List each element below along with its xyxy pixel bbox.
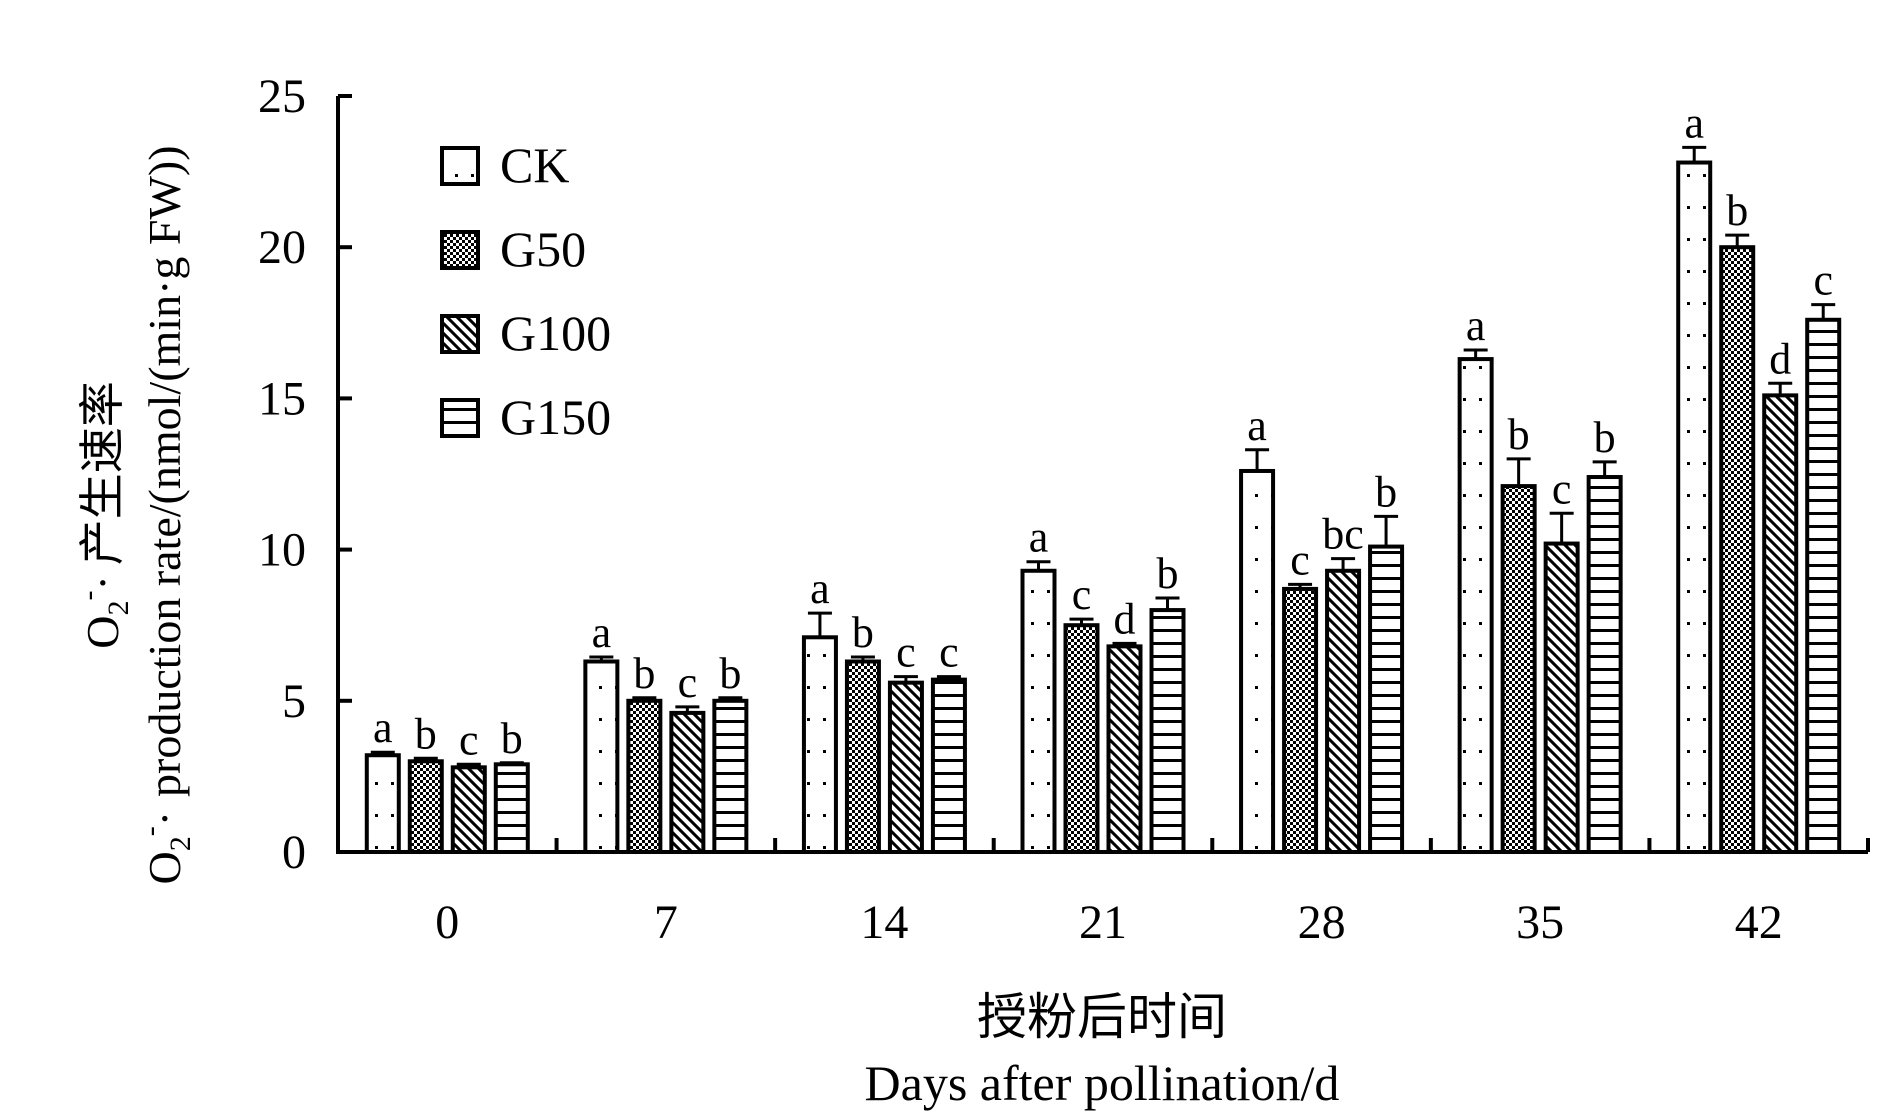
- bar-g50-42: [1719, 245, 1756, 854]
- significance-letter: b: [1726, 186, 1748, 235]
- legend-label-g150: G150: [500, 389, 611, 445]
- bar-g150-14: [930, 677, 967, 855]
- y-tick-label: 5: [282, 675, 306, 728]
- bar-ck-35: [1457, 357, 1494, 854]
- bar-g100-14: [887, 680, 924, 854]
- significance-letter: b: [1375, 467, 1397, 516]
- y-tick-label: 20: [258, 221, 306, 274]
- y-label-en-symbol: O: [139, 851, 190, 884]
- bar-g100-21: [1106, 644, 1143, 854]
- bar-g50-0: [407, 759, 444, 855]
- significance-letter: c: [896, 628, 916, 677]
- bar-g100-7: [669, 710, 706, 854]
- svg-text:O2-·产生速率: O2-· 产生速率: [72, 381, 135, 649]
- x-axis-label-cn: 授粉后时间: [977, 989, 1227, 1045]
- significance-letter: a: [1684, 98, 1704, 147]
- x-axis-label-en: Days after pollination/d: [865, 1055, 1340, 1111]
- x-tick-label: 42: [1735, 896, 1783, 949]
- significance-letter: b: [1508, 410, 1530, 459]
- y-label-en-dot: ·: [139, 811, 190, 826]
- significance-letter: b: [1157, 549, 1179, 598]
- svg-text:O2-·production rate/(nmol/(min: O2-· production rate/(nmol/(min·g FW)): [134, 145, 197, 884]
- significance-letter: c: [678, 658, 698, 707]
- bar-ck-28: [1239, 468, 1276, 854]
- significance-letter: a: [1466, 301, 1486, 350]
- y-label-en-sup: -: [134, 826, 167, 836]
- y-label-cn-sup: -: [72, 591, 105, 601]
- y-axis-label: O2-· 产生速率: [72, 381, 135, 649]
- bar-g100-28: [1325, 568, 1362, 854]
- significance-letter: a: [592, 608, 612, 657]
- y-label-cn-sub: 2: [102, 601, 135, 616]
- bar-ck-42: [1676, 160, 1713, 854]
- significance-letter: c: [939, 628, 959, 677]
- legend-swatch-g100: [440, 314, 480, 354]
- y-label-cn: 产生速率: [77, 381, 128, 565]
- x-tick-label: 14: [860, 896, 908, 949]
- legend-label-ck: CK: [500, 137, 569, 193]
- bar-g150-35: [1586, 475, 1623, 854]
- y-tick-label: 10: [258, 524, 306, 577]
- bar-g150-0: [493, 762, 530, 855]
- significance-letter: b: [719, 649, 741, 698]
- significance-letter: c: [459, 715, 479, 764]
- significance-letter: b: [501, 714, 523, 763]
- bar-g50-7: [626, 698, 663, 854]
- bar-g150-21: [1149, 608, 1186, 855]
- significance-letter: c: [1552, 464, 1572, 513]
- significance-letter: b: [1594, 413, 1616, 462]
- significance-letter: bc: [1322, 510, 1364, 559]
- bar-g150-7: [712, 698, 749, 854]
- y-axis-label-en: O2-· production rate/(nmol/(min·g FW)): [134, 145, 197, 884]
- significance-letter: d: [1114, 594, 1136, 643]
- y-label-cn-dot: ·: [77, 575, 128, 590]
- significance-letter: a: [1247, 401, 1267, 450]
- x-tick-label: 7: [654, 896, 678, 949]
- x-tick-label: 28: [1298, 896, 1346, 949]
- bar-ck-21: [1020, 568, 1057, 854]
- x-tick-label: 0: [435, 896, 459, 949]
- axes: [336, 96, 1868, 854]
- bar-g150-28: [1368, 544, 1405, 854]
- y-label-en: production rate/(nmol/(min·g FW)): [139, 145, 190, 797]
- legend-swatch-ck: [440, 146, 480, 186]
- significance-letter: b: [852, 608, 874, 657]
- bar-g50-14: [844, 659, 881, 854]
- x-tick-label: 35: [1516, 896, 1564, 949]
- bar-ck-0: [364, 753, 401, 854]
- bar-ck-14: [801, 635, 838, 855]
- legend-swatch-g50: [440, 230, 480, 270]
- bar-g100-0: [450, 765, 487, 854]
- significance-letter: c: [1813, 256, 1833, 305]
- x-ticks: 0 7 14 21 28 35 42: [435, 838, 1870, 949]
- legend-label-g50: G50: [500, 221, 586, 277]
- legend-label-g100: G100: [500, 305, 611, 361]
- legend-swatch-g150: [440, 398, 480, 438]
- bar-g100-42: [1762, 393, 1799, 854]
- y-ticks: 0 5 10 15 20 25: [258, 70, 352, 879]
- bar-g150-42: [1805, 317, 1842, 854]
- bar-g100-35: [1543, 541, 1580, 854]
- y-label-en-sub: 2: [164, 836, 197, 851]
- y-tick-label: 15: [258, 372, 306, 425]
- significance-letter: b: [415, 709, 437, 758]
- significance-letter: d: [1769, 334, 1791, 383]
- significance-letter: c: [1290, 535, 1310, 584]
- y-label-cn-symbol: O: [77, 616, 128, 649]
- significance-letter: a: [373, 703, 393, 752]
- bar-g50-21: [1063, 623, 1100, 855]
- significance-letter: a: [810, 564, 830, 613]
- y-tick-label: 0: [282, 826, 306, 879]
- bar-g50-28: [1282, 586, 1319, 854]
- bar-g50-35: [1500, 484, 1537, 854]
- significance-letter: a: [1029, 513, 1049, 562]
- x-tick-label: 21: [1079, 896, 1127, 949]
- bar-ck-7: [583, 659, 620, 854]
- significance-letter: c: [1072, 570, 1092, 619]
- y-tick-label: 25: [258, 70, 306, 123]
- significance-letter: b: [633, 649, 655, 698]
- legend: CK G50 G100 G150: [440, 137, 611, 445]
